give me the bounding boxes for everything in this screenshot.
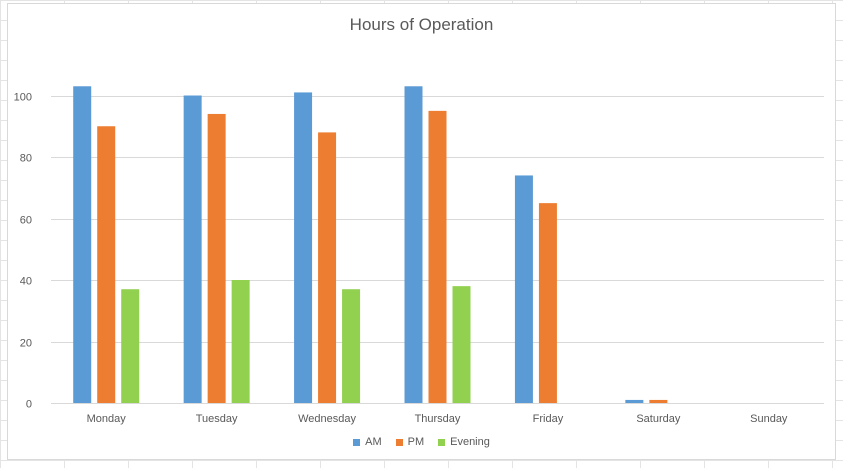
y-tick-label: 100 <box>14 92 32 104</box>
legend-item-evening: Evening <box>438 436 490 448</box>
legend-item-pm: PM <box>395 436 425 448</box>
bar-pm-saturday <box>649 399 668 403</box>
y-tick-label: 0 <box>26 399 32 411</box>
bar-evening-thursday <box>452 286 471 403</box>
bar-evening-wednesday <box>342 289 361 403</box>
y-tick-label: 20 <box>20 338 32 350</box>
plot-area: 0 20 40 60 80 100 Monday Tuesday Wednesday Thursd… <box>14 86 824 425</box>
chart-area[interactable]: Hours of Operation 0 20 40 60 80 100 Monday Tue… <box>7 3 836 460</box>
x-tick-label: Thursday <box>415 413 461 425</box>
bar-pm-monday <box>97 126 116 403</box>
bar-evening-tuesday <box>231 280 250 403</box>
x-tick-label: Sunday <box>750 413 788 425</box>
y-tick-label: 60 <box>20 215 32 227</box>
legend-label: AM <box>365 436 382 448</box>
bar-am-wednesday <box>294 92 313 404</box>
bar-am-thursday <box>404 86 423 404</box>
legend-swatch <box>438 438 446 446</box>
legend-item-am: AM <box>353 436 382 448</box>
bar-pm-friday <box>538 203 557 403</box>
bar-am-friday <box>514 175 533 403</box>
legend-swatch <box>395 438 403 446</box>
bar-am-monday <box>73 86 92 404</box>
bar-am-saturday <box>625 399 644 403</box>
x-tick-label: Monday <box>87 413 127 425</box>
legend: AM PM Evening <box>8 436 835 448</box>
legend-label: Evening <box>450 436 490 448</box>
y-tick-label: 80 <box>20 153 32 165</box>
x-tick-label: Saturday <box>636 413 681 425</box>
legend-label: PM <box>407 436 425 448</box>
bar-am-tuesday <box>183 95 202 403</box>
bar-pm-tuesday <box>207 113 226 403</box>
chart-title: Hours of Operation <box>349 15 494 34</box>
x-tick-label: Tuesday <box>196 413 238 425</box>
legend-swatch <box>353 438 361 446</box>
y-tick-label: 40 <box>20 276 32 288</box>
bar-pm-thursday <box>428 110 447 403</box>
bar-evening-monday <box>121 289 140 403</box>
x-tick-label: Wednesday <box>298 413 356 425</box>
bar-pm-wednesday <box>318 132 337 403</box>
x-tick-label: Friday <box>533 413 564 425</box>
